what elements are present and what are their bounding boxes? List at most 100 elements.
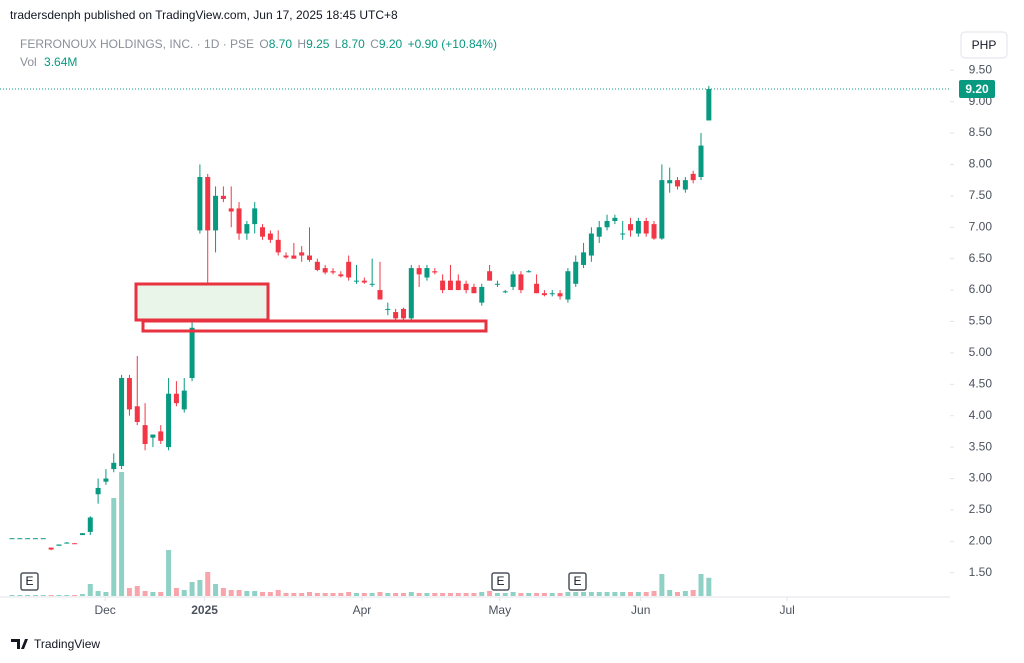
volume-bar <box>9 595 15 596</box>
candle-body <box>596 227 602 237</box>
candle-body <box>541 293 547 296</box>
close-label: C <box>370 37 379 51</box>
volume-bar <box>643 592 649 596</box>
high-label: H <box>297 37 306 51</box>
volume-bar <box>400 593 406 596</box>
y-tick-label: 5.50 <box>969 314 993 328</box>
candle-body <box>220 195 226 199</box>
candle-body <box>173 393 179 404</box>
earnings-box[interactable] <box>568 572 587 591</box>
volume-bar <box>447 593 453 596</box>
x-tick-label: Jul <box>779 603 794 617</box>
volume-bar <box>236 590 242 596</box>
volume-bar <box>659 574 665 596</box>
candle-body <box>142 425 148 444</box>
candle-body <box>126 378 132 410</box>
y-tick-label: 3.50 <box>969 439 993 453</box>
candle-body <box>502 291 508 293</box>
volume-bar <box>213 584 219 596</box>
candle-body <box>314 261 320 270</box>
volume-bar <box>393 593 399 596</box>
volume-bar <box>197 580 203 596</box>
candle-body <box>236 208 242 234</box>
currency[interactable]: PHP <box>972 38 997 52</box>
candle-body <box>643 220 649 234</box>
volume-bar <box>48 595 54 596</box>
candle-body <box>361 280 367 283</box>
candle-body <box>197 176 203 231</box>
currency-box[interactable] <box>960 31 1008 59</box>
earnings-box[interactable] <box>491 572 510 591</box>
candle-body <box>408 268 414 319</box>
y-tick-label: 8.00 <box>969 157 993 171</box>
volume-bar <box>534 593 540 596</box>
volume-bar <box>682 591 688 596</box>
y-tick-label: 2.50 <box>969 502 993 516</box>
earnings-marker[interactable]: E <box>491 572 510 591</box>
candle-body <box>369 283 375 285</box>
volume-bar <box>228 590 234 596</box>
volume-bar <box>260 592 266 596</box>
candle-body <box>330 271 336 273</box>
volume-bar <box>416 593 422 596</box>
volume-bar <box>385 593 391 596</box>
x-tick-label: May <box>488 603 511 617</box>
footer-logo[interactable]: TradingView <box>11 637 100 651</box>
candle-body <box>291 255 297 259</box>
volume-bar <box>620 592 626 596</box>
brand[interactable]: TradingView <box>34 637 100 651</box>
candle-body <box>56 544 62 546</box>
volume-bar <box>651 591 657 596</box>
earnings-label[interactable]: E <box>25 574 33 588</box>
volume-bar <box>369 593 375 596</box>
volume-bar <box>471 593 477 596</box>
candle-body <box>510 274 516 287</box>
candle-body <box>72 543 78 545</box>
volume-bar <box>338 593 344 596</box>
y-tick-label: 1.50 <box>969 565 993 579</box>
volume-bar <box>299 593 305 596</box>
volume-bar <box>25 595 31 596</box>
candle-body <box>322 268 328 273</box>
plot <box>0 69 954 601</box>
candle-body <box>471 286 477 294</box>
earnings-marker[interactable]: E <box>20 572 39 591</box>
volume-bar <box>72 595 78 596</box>
candle-body <box>48 547 54 550</box>
candle-body <box>581 252 587 265</box>
candle-body <box>25 538 31 540</box>
volume-bar <box>267 592 273 596</box>
earnings-label[interactable]: E <box>573 574 581 588</box>
currency-button[interactable]: PHP <box>960 31 1008 59</box>
volume-bar <box>330 593 336 596</box>
volume-bar <box>111 498 117 596</box>
candle-body <box>494 283 500 285</box>
candle-body <box>9 538 15 540</box>
candle-body <box>549 293 555 295</box>
earnings-box[interactable] <box>20 572 39 591</box>
volume-bar <box>189 582 195 596</box>
logo-icon[interactable] <box>11 639 28 649</box>
volume-bar <box>205 572 211 596</box>
change: +0.90 (+10.84%) <box>408 37 497 51</box>
volume-bar <box>487 591 493 596</box>
candle-body <box>651 224 657 239</box>
volume-bar <box>40 595 46 596</box>
volume-bar <box>79 594 85 596</box>
y-tick-label: 4.00 <box>969 408 993 422</box>
volume-bar <box>612 592 618 596</box>
earnings-label[interactable]: E <box>496 574 504 588</box>
candle-body <box>95 487 101 495</box>
volume-bar <box>408 592 414 596</box>
y-tick-label: 9.50 <box>969 62 993 76</box>
candle-body <box>260 227 266 237</box>
candle-body <box>377 290 383 300</box>
volume-bar <box>134 586 140 596</box>
volume-bar <box>353 593 359 596</box>
volume-bar <box>377 592 383 596</box>
last-price-label: 9.20 <box>965 82 989 96</box>
zone-box <box>134 282 270 322</box>
y-tick-label: 5.00 <box>969 345 993 359</box>
earnings-marker[interactable]: E <box>568 572 587 591</box>
